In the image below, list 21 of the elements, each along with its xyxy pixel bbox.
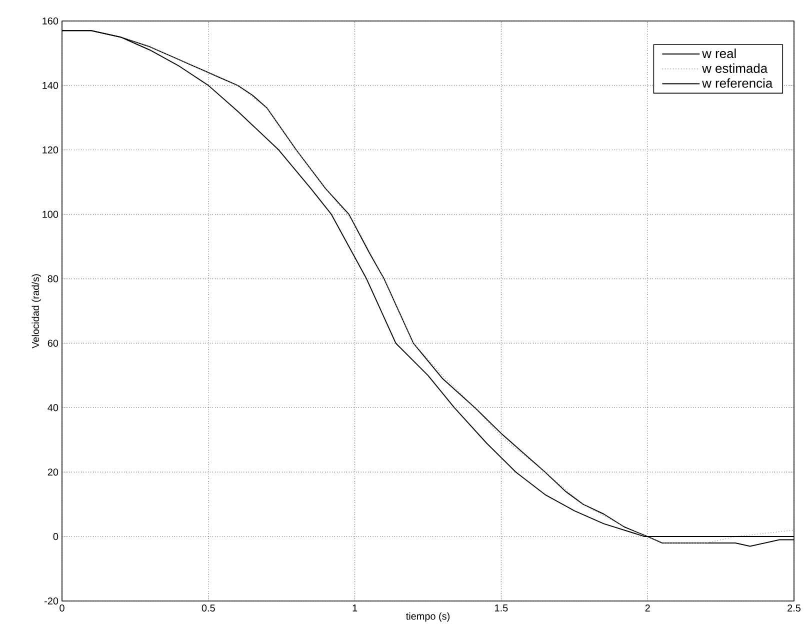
- y-tick-label: 100: [42, 210, 58, 218]
- x-tick-label: 1.5: [495, 604, 508, 612]
- legend-label: w real: [702, 48, 736, 58]
- legend-label: w referencia: [702, 78, 773, 88]
- x-tick-label: 2: [645, 604, 650, 612]
- x-tick-label: 1: [352, 604, 358, 612]
- y-tick-label: 40: [48, 404, 58, 412]
- y-tick-label: 60: [48, 340, 58, 347]
- y-tick-label: 120: [42, 146, 58, 154]
- y-tick-label: 80: [48, 275, 58, 282]
- y-tick-label: 160: [42, 17, 58, 25]
- x-axis-title: tiempo (s): [406, 612, 450, 622]
- y-tick-label: 20: [48, 468, 58, 476]
- x-tick-label: 0: [60, 604, 64, 612]
- y-axis-title: Velocidad (rad/s): [32, 274, 42, 348]
- legend-label: w estimada: [702, 63, 768, 73]
- x-tick-label: 0.5: [202, 604, 215, 612]
- x-tick-label: 2.5: [788, 604, 801, 612]
- y-tick-label: 140: [42, 82, 58, 89]
- y-tick-label: 0: [53, 533, 58, 540]
- y-tick-label: -20: [44, 597, 58, 605]
